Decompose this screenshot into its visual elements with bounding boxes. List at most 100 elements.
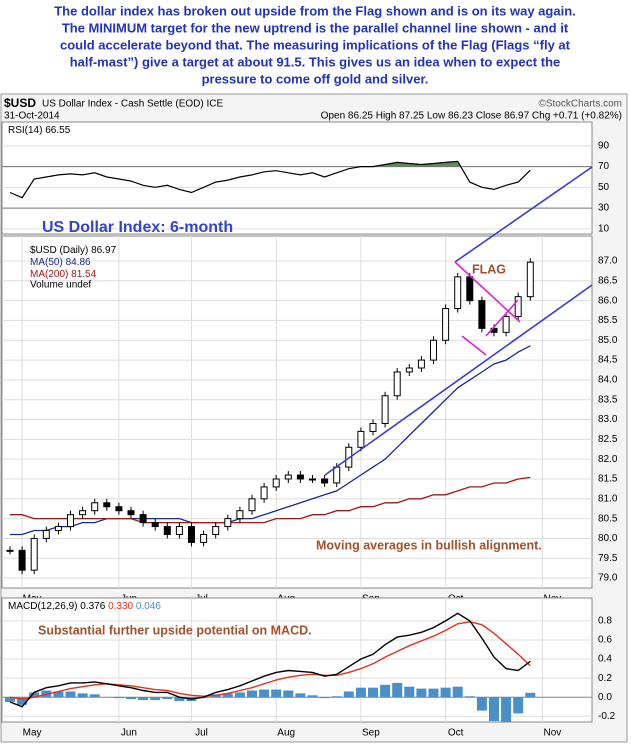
histogram-bar — [77, 693, 88, 698]
legend-text: MA(50) — [30, 257, 63, 268]
candle — [54, 526, 62, 532]
candle — [6, 549, 14, 552]
histogram-bar — [271, 689, 282, 698]
candle — [30, 537, 38, 571]
legend-entry: MA(200) 81.54 — [30, 269, 97, 280]
candle — [526, 261, 534, 298]
legend-text: 86.97 — [91, 245, 116, 256]
x-tick-label: Jul — [195, 728, 208, 739]
candle — [163, 526, 171, 535]
candle — [212, 526, 220, 535]
commentary-line: The dollar index has broken out upside f… — [54, 3, 576, 18]
histogram-bar — [452, 686, 463, 698]
candle — [42, 530, 50, 539]
histogram-bar — [380, 684, 391, 698]
y-tick-label: 50 — [598, 182, 610, 193]
y-tick-label: 79.5 — [598, 553, 618, 564]
candle — [430, 339, 437, 361]
annotation: FLAG — [472, 262, 506, 276]
channel-lower — [324, 284, 593, 476]
x-tick-label: Oct — [448, 728, 464, 739]
candle — [405, 367, 413, 373]
source: ©StockCharts.com — [538, 99, 622, 110]
quote: Open 86.25 High 87.25 Low 86.23 Close 86… — [321, 111, 622, 122]
candle — [393, 371, 401, 397]
candle — [272, 478, 280, 488]
candle — [284, 474, 292, 480]
legend-text: RSI(14) — [8, 125, 42, 136]
legend-text: MACD(12,26,9) — [8, 601, 77, 612]
histogram-bar — [126, 697, 136, 700]
y-tick-label: 30 — [598, 203, 610, 214]
y-tick-label: 10 — [598, 223, 610, 234]
y-tick-label: 86.5 — [598, 275, 618, 286]
histogram-bar — [525, 692, 536, 698]
index-name: US Dollar Index - Cash Settle (EOD) ICE — [42, 99, 223, 110]
histogram-bar — [162, 697, 173, 700]
candle — [442, 308, 450, 341]
y-tick-label: 0.0 — [598, 692, 612, 703]
y-tick-label: 80.5 — [598, 513, 618, 524]
panels: 10 30 50 70 90 RSI(14) 66.55 79.0 79.5 80.0 80.5… — [1, 121, 618, 739]
histogram-bar — [331, 696, 342, 698]
histogram-bar — [343, 691, 354, 698]
commentary-line: could accelerate beyond that. The measur… — [60, 37, 571, 52]
candle — [67, 514, 74, 528]
histogram-bar — [150, 697, 161, 701]
histogram-bar — [283, 690, 294, 698]
candle — [79, 510, 87, 516]
histogram-bar — [319, 697, 330, 699]
candle — [260, 486, 268, 500]
candle — [369, 422, 377, 432]
moving-average — [10, 345, 531, 536]
candle — [381, 395, 389, 424]
legend-text: 0.046 — [136, 601, 161, 612]
y-tick-label: 87.0 — [598, 256, 618, 267]
macd-line — [9, 621, 531, 700]
y-tick-label: 70 — [598, 161, 610, 172]
annotation: Substantial further upside potential on … — [38, 623, 312, 637]
histogram-bar — [440, 687, 451, 698]
candle — [188, 526, 195, 543]
candle — [296, 474, 304, 480]
histogram-bar — [89, 694, 100, 698]
y-tick-label: 0.8 — [598, 616, 612, 627]
y-tick-label: 86.0 — [598, 295, 618, 306]
panel — [1, 121, 593, 235]
candle — [478, 300, 486, 329]
histogram-bar — [174, 697, 185, 702]
histogram-bar — [368, 687, 378, 698]
legend-text: 0.330 — [108, 601, 133, 612]
legend-text: 66.55 — [45, 125, 70, 136]
legend-entry: MA(50) 84.86 — [30, 257, 91, 268]
candle — [175, 526, 183, 535]
panel-title: US Dollar Index: 6-month — [42, 219, 233, 236]
y-tick-label: 90 — [598, 140, 610, 151]
y-tick-label: 0.6 — [598, 635, 612, 646]
annotation: Moving averages in bullish alignment. — [316, 538, 542, 552]
flag-line — [454, 261, 521, 323]
flag-line — [485, 299, 519, 337]
histogram-bar — [489, 697, 499, 722]
histogram-bar — [247, 690, 257, 698]
histogram-bar — [53, 691, 64, 698]
rsi-line — [9, 160, 531, 199]
symbol: $USD — [4, 96, 36, 110]
legend-entry: $USD (Daily) 86.97 — [30, 245, 117, 256]
commentary-line: half-mast”) give a target at about 91.5.… — [70, 54, 561, 69]
candle — [309, 478, 316, 481]
y-tick-label: -0.2 — [598, 711, 616, 722]
candle — [248, 498, 256, 512]
candle — [417, 359, 425, 369]
histogram-bar — [513, 697, 524, 714]
histogram-bar — [404, 686, 415, 698]
legend-text: $USD (Daily) — [30, 245, 88, 256]
candle — [91, 502, 99, 512]
candle — [502, 315, 510, 333]
histogram-bar — [29, 692, 40, 698]
histogram-bar — [501, 697, 512, 722]
candle — [454, 276, 462, 310]
y-tick-label: 80.0 — [598, 533, 618, 544]
channel-upper — [454, 166, 593, 263]
